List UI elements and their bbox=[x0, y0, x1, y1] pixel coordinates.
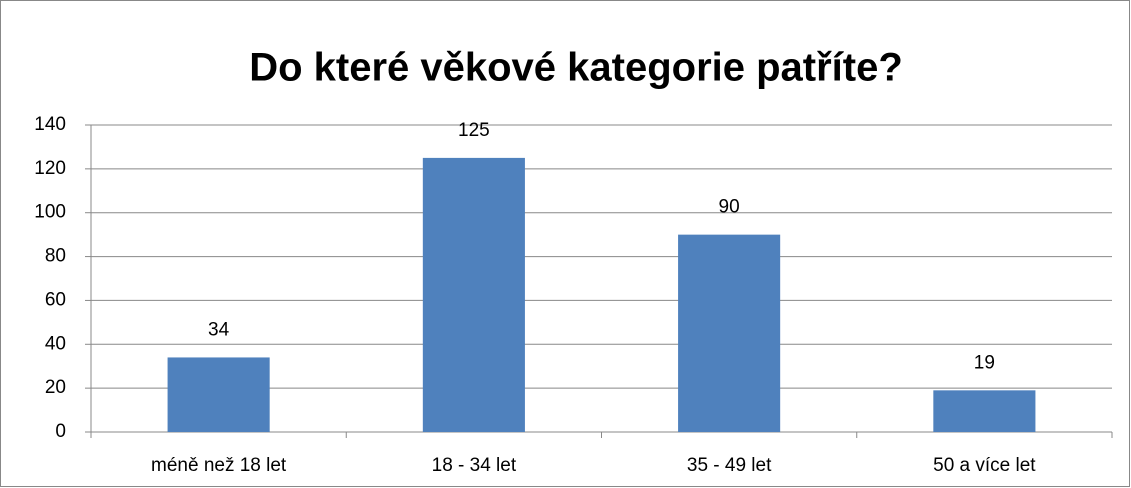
x-tick-label: 18 - 34 let bbox=[432, 455, 517, 476]
y-tick-label: 20 bbox=[45, 377, 66, 398]
y-tick-label: 40 bbox=[45, 333, 66, 354]
x-tick-label: méně než 18 let bbox=[151, 455, 287, 476]
chart-title: Do které věkové kategorie patříte? bbox=[249, 46, 903, 90]
y-tick-label: 60 bbox=[45, 289, 66, 310]
bar bbox=[422, 157, 525, 432]
data-label: 90 bbox=[719, 197, 740, 218]
x-tick-label: 35 - 49 let bbox=[687, 455, 772, 476]
bar bbox=[167, 357, 270, 432]
y-tick-label: 0 bbox=[55, 421, 66, 442]
x-tick-label: 50 a více let bbox=[933, 455, 1036, 476]
y-tick-label: 120 bbox=[34, 158, 66, 179]
bar bbox=[933, 390, 1036, 432]
data-label: 34 bbox=[208, 319, 230, 340]
bar bbox=[678, 234, 781, 432]
y-tick-label: 140 bbox=[34, 114, 66, 135]
y-tick-label: 100 bbox=[34, 202, 66, 223]
data-label: 19 bbox=[974, 352, 995, 373]
data-label: 125 bbox=[458, 120, 490, 141]
y-tick-label: 80 bbox=[45, 246, 66, 267]
